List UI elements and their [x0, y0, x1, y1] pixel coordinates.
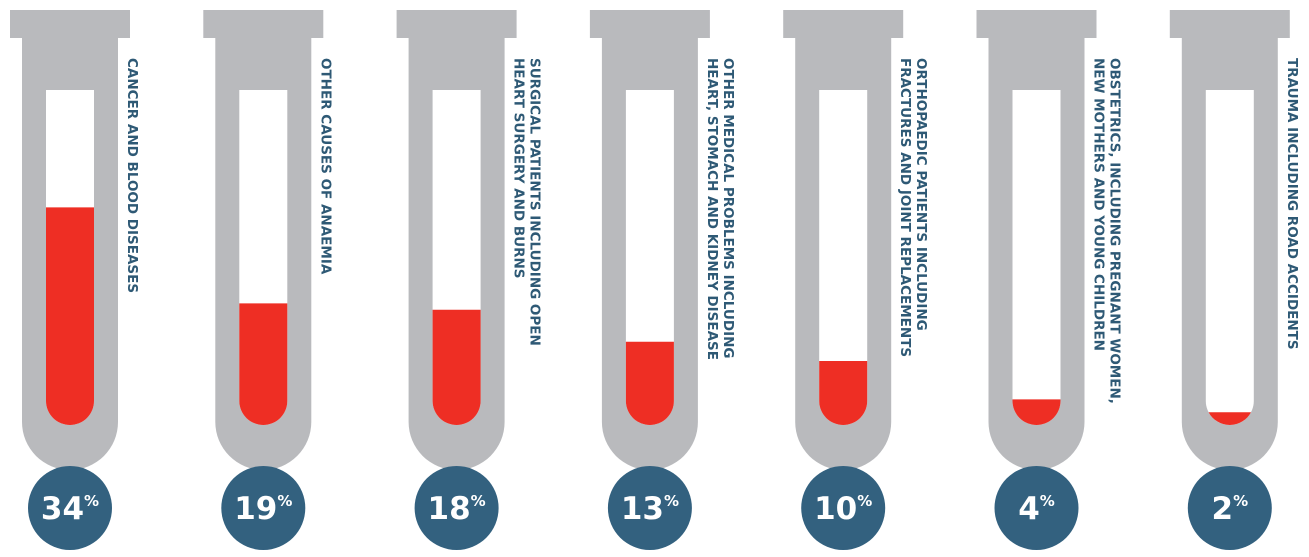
category-label: ORTHOPAEDIC PATIENTS INCLUDING — [913, 58, 929, 331]
category-label: SURGICAL PATIENTS INCLUDING OPEN — [527, 58, 543, 346]
percent-value: 18 — [428, 491, 471, 527]
percent-label: 13% — [621, 491, 679, 527]
category-label: OBSTETRICS, INCLUDING PREGNANT WOMEN, — [1107, 58, 1123, 404]
percent-value: 2 — [1211, 491, 1233, 527]
value-bar — [625, 341, 674, 425]
percent-badge — [221, 466, 306, 550]
percent-badge — [607, 466, 692, 550]
category-label: FRACTURES AND JOINT REPLACEMENTS — [897, 58, 913, 357]
category-label: OTHER CAUSES OF ANAEMIA — [317, 58, 333, 275]
percent-value: 13 — [621, 491, 664, 527]
tube-group: TRAUMA INCLUDING ROAD ACCIDENTS 2% — [1169, 10, 1300, 550]
value-bar — [432, 309, 481, 425]
value-bar — [1208, 412, 1252, 425]
percent-label: 34% — [41, 491, 99, 527]
tube-group: ORTHOPAEDIC PATIENTS INCLUDINGFRACTURES … — [783, 10, 929, 550]
tube-cavity — [1012, 90, 1061, 425]
percent-value: 19 — [234, 491, 277, 527]
percent-symbol: % — [84, 492, 99, 510]
percent-label: 18% — [428, 491, 486, 527]
percent-value: 10 — [814, 491, 857, 527]
percent-symbol: % — [664, 492, 679, 510]
percent-symbol: % — [1040, 492, 1055, 510]
tube-cavity — [625, 90, 674, 425]
percent-badge — [801, 466, 886, 550]
tube-group: CANCER AND BLOOD DISEASES 34% — [10, 10, 140, 550]
category-label: HEART, STOMACH AND KIDNEY DISEASE — [704, 58, 720, 360]
category-label: HEART SURGERY AND BURNS — [511, 58, 527, 279]
percent-badge — [1187, 466, 1272, 550]
percent-label: 2% — [1211, 491, 1248, 527]
percent-label: 4% — [1018, 491, 1055, 527]
tube-group: OTHER CAUSES OF ANAEMIA 19% — [203, 10, 333, 550]
percent-symbol: % — [857, 492, 872, 510]
category-label: TRAUMA INCLUDING ROAD ACCIDENTS — [1284, 58, 1300, 350]
category-label: CANCER AND BLOOD DISEASES — [124, 58, 140, 293]
percent-badge — [414, 466, 499, 550]
value-bar — [239, 303, 288, 425]
percent-value: 4 — [1018, 491, 1040, 527]
tube-cavity — [819, 90, 868, 425]
percent-symbol: % — [277, 492, 292, 510]
percent-symbol: % — [1233, 492, 1248, 510]
percent-value: 34 — [41, 491, 84, 527]
tube-cavity — [1205, 90, 1254, 425]
category-label: OTHER MEDICAL PROBLEMS INCLUDING — [720, 58, 736, 359]
value-bar — [819, 361, 868, 425]
percent-symbol: % — [471, 492, 486, 510]
percent-badge — [28, 466, 112, 550]
percent-label: 10% — [814, 491, 872, 527]
tube-group: OBSTETRICS, INCLUDING PREGNANT WOMEN,NEW… — [976, 10, 1123, 550]
value-bar — [46, 207, 94, 425]
percent-badge — [994, 466, 1079, 550]
category-label: NEW MOTHERS AND YOUNG CHILDREN — [1091, 58, 1107, 351]
value-bar — [1012, 399, 1061, 425]
percent-label: 19% — [234, 491, 292, 527]
